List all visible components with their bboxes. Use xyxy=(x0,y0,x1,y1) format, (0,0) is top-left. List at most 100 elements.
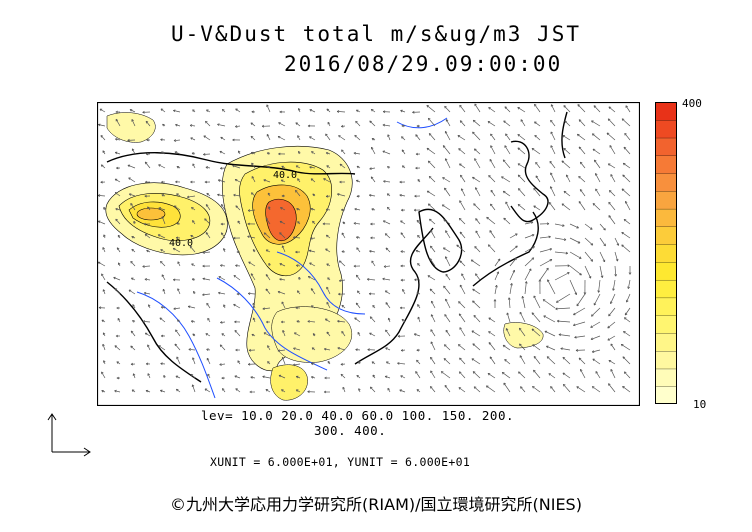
wind-vector-head xyxy=(312,193,315,195)
wind-vector-head xyxy=(339,260,342,262)
wind-vector xyxy=(173,139,181,142)
wind-vector xyxy=(101,273,106,281)
wind-vector xyxy=(428,160,436,169)
wind-vector-head xyxy=(595,173,598,175)
wind-vector xyxy=(173,247,181,253)
wind-vector-head xyxy=(325,194,329,197)
rivers xyxy=(136,117,448,399)
wind-vector-head xyxy=(101,371,104,374)
wind-vector-head xyxy=(337,319,340,322)
wind-vector-head xyxy=(459,357,462,360)
wind-vector-head xyxy=(127,138,130,141)
wind-vector-head xyxy=(221,203,224,206)
wind-vector xyxy=(471,330,481,337)
wind-vector xyxy=(262,307,271,310)
wind-vector-head xyxy=(142,320,146,322)
wind-vector xyxy=(550,119,556,127)
wind-vector xyxy=(205,232,211,239)
wind-vector-head xyxy=(473,203,476,205)
wind-vector-head xyxy=(369,193,372,196)
wind-vector-head xyxy=(414,278,417,281)
wind-vector xyxy=(622,386,631,393)
wind-vector-head xyxy=(251,273,254,276)
wind-vector xyxy=(174,151,181,155)
wind-vector-head xyxy=(429,175,432,178)
wind-vector xyxy=(355,120,361,127)
wind-vector-head xyxy=(282,245,285,248)
wind-vector xyxy=(550,104,556,113)
wind-vector xyxy=(627,279,631,289)
wind-vector-head xyxy=(103,234,106,237)
wind-vector xyxy=(445,256,451,267)
wind-vector xyxy=(459,218,466,225)
wind-vector xyxy=(340,373,346,379)
wind-vector xyxy=(606,132,616,141)
wind-vector xyxy=(217,194,226,197)
wind-vector xyxy=(625,201,631,211)
wind-vector-head xyxy=(130,362,134,365)
wind-vector-head xyxy=(219,363,222,365)
wind-vector-head xyxy=(548,236,551,239)
wind-vector-head xyxy=(192,357,195,360)
wind-vector xyxy=(144,233,151,239)
wind-vector-head xyxy=(247,235,250,237)
wind-vector-head xyxy=(177,261,180,264)
wind-vector xyxy=(592,203,601,211)
wind-vector xyxy=(400,375,406,379)
wind-vector-head xyxy=(532,257,535,260)
wind-vector xyxy=(221,204,226,211)
wind-vector-head xyxy=(445,256,448,259)
wind-vector xyxy=(445,273,451,281)
wind-vector-head xyxy=(489,356,493,359)
wind-vector-head xyxy=(148,304,151,307)
wind-vector-head xyxy=(188,348,191,350)
wind-vector xyxy=(554,237,567,241)
wind-vector xyxy=(624,317,631,323)
wind-vector-head xyxy=(98,123,101,125)
wind-vector-head xyxy=(131,119,134,121)
wind-vector-head xyxy=(417,304,420,306)
colorbar-step xyxy=(655,190,677,210)
wind-vector xyxy=(461,273,466,281)
wind-vector xyxy=(341,149,346,155)
wind-vector xyxy=(578,201,586,211)
wind-vector-head xyxy=(103,332,106,335)
wind-vector-head xyxy=(461,273,464,276)
wind-vector-head xyxy=(371,176,374,179)
wind-vector xyxy=(590,321,601,328)
wind-vector xyxy=(133,373,136,379)
wind-vector xyxy=(504,145,511,155)
wind-vector xyxy=(326,108,331,113)
wind-vector xyxy=(429,258,436,267)
wind-vector-head xyxy=(114,389,117,392)
wind-vector-head xyxy=(310,237,313,239)
dust-plume-west xyxy=(105,182,228,256)
wind-vector-head xyxy=(520,386,523,388)
wind-vector-head xyxy=(341,304,345,307)
wind-vector-head xyxy=(399,306,403,309)
wind-vector xyxy=(519,311,526,323)
wind-vector-head xyxy=(445,131,448,133)
wind-vector-head xyxy=(578,146,582,149)
wind-vector xyxy=(550,172,556,183)
colorbar-step xyxy=(655,226,677,245)
wind-vector xyxy=(517,134,526,141)
wind-vector-head xyxy=(163,288,166,291)
wind-vector-head xyxy=(401,318,405,321)
wind-vector-head xyxy=(602,260,605,263)
wind-vector-head xyxy=(595,371,598,373)
wind-vector xyxy=(518,371,526,379)
colorbar-step xyxy=(655,332,677,352)
wind-vector xyxy=(578,357,586,365)
wind-vector xyxy=(503,382,511,393)
wind-vector xyxy=(400,232,406,239)
wind-vector-head xyxy=(416,348,419,351)
wind-vector-head xyxy=(534,103,537,106)
wind-vector xyxy=(490,203,496,211)
wind-vector xyxy=(622,356,631,365)
wind-vector-head xyxy=(490,133,493,136)
wind-vector-head xyxy=(103,206,106,209)
wind-vector-head xyxy=(460,120,463,122)
wind-vector xyxy=(400,110,406,113)
wind-vector-head xyxy=(428,160,431,163)
